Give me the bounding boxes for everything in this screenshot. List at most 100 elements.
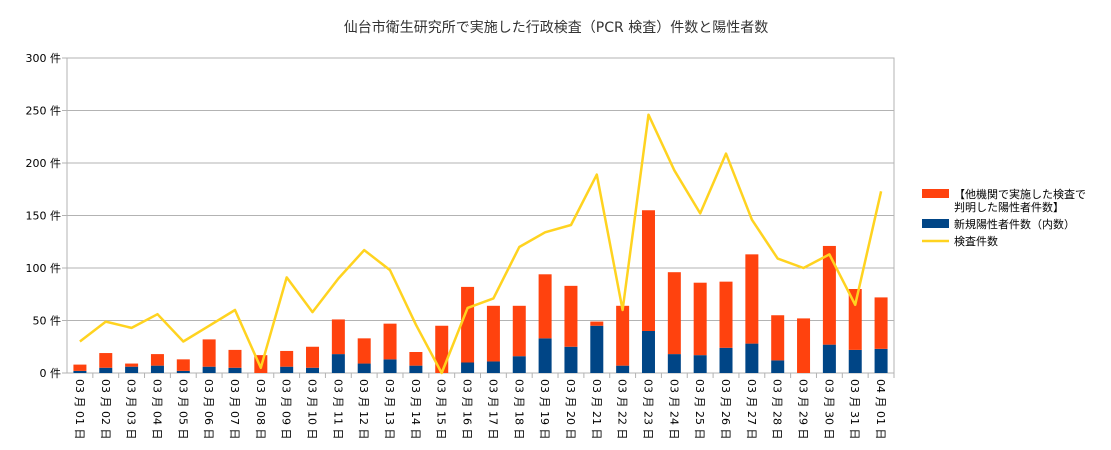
bar-new-positive — [641, 331, 655, 373]
x-tick-label: 03 月 05 日 — [176, 379, 189, 439]
x-tick-label: 03 月 06 日 — [202, 379, 215, 439]
bar-other-institution — [693, 282, 707, 356]
y-tick-label: 0 件 — [40, 367, 62, 380]
bar-other-institution — [409, 352, 423, 366]
y-tick-label: 300 件 — [26, 52, 62, 65]
bar-other-institution — [822, 245, 836, 345]
bar-new-positive — [564, 346, 578, 373]
x-tick-label: 03 月 17 日 — [486, 379, 499, 439]
x-tick-label: 03 月 26 日 — [719, 379, 732, 439]
x-tick-label: 03 月 19 日 — [538, 379, 551, 439]
x-tick-label: 03 月 21 日 — [590, 379, 603, 439]
y-tick-label: 50 件 — [33, 315, 62, 328]
bar-new-positive — [306, 367, 320, 373]
legend-swatch — [922, 219, 949, 228]
bar-other-institution — [150, 354, 164, 366]
y-tick-label: 100 件 — [26, 262, 62, 275]
bar-new-positive — [409, 365, 423, 373]
x-tick-label: 03 月 14 日 — [409, 379, 422, 439]
bar-new-positive — [176, 370, 190, 373]
x-tick-label: 03 月 27 日 — [745, 379, 758, 439]
bar-new-positive — [150, 365, 164, 373]
bar-other-institution — [486, 305, 500, 362]
x-tick-label: 03 月 12 日 — [357, 379, 370, 439]
bar-new-positive — [848, 349, 862, 373]
bar-other-institution — [357, 338, 371, 364]
bar-other-institution — [641, 210, 655, 331]
x-tick-label: 03 月 11 日 — [331, 379, 344, 439]
bar-new-positive — [357, 363, 371, 373]
bar-new-positive — [331, 354, 345, 373]
bar-new-positive — [616, 365, 630, 373]
line-test-count — [79, 113, 883, 375]
bar-other-institution — [719, 281, 733, 348]
bar-new-positive — [99, 367, 113, 373]
bar-other-institution — [280, 350, 294, 367]
bar-other-institution — [848, 289, 862, 350]
bar-other-institution — [667, 272, 681, 355]
x-tick-label: 03 月 29 日 — [797, 379, 810, 439]
bar-new-positive — [512, 356, 526, 373]
legend-label: 【他機関で実施した検査で — [954, 187, 1086, 201]
x-tick-label: 03 月 24 日 — [667, 379, 680, 439]
x-tick-label: 03 月 09 日 — [280, 379, 293, 439]
bar-new-positive — [771, 360, 785, 373]
legend-label: 新規陽性者件数（内数） — [954, 217, 1075, 231]
x-tick-label: 03 月 28 日 — [771, 379, 784, 439]
bar-new-positive — [486, 361, 500, 373]
bar-other-institution — [125, 363, 139, 367]
bar-other-institution — [874, 297, 888, 349]
x-tick-label: 03 月 18 日 — [512, 379, 525, 439]
gridlines — [66, 57, 895, 374]
bar-other-institution — [564, 285, 578, 347]
x-tick-label: 04 月 01 日 — [874, 379, 887, 439]
x-tick-label: 03 月 01 日 — [73, 379, 86, 439]
x-tick-label: 03 月 03 日 — [125, 379, 138, 439]
y-tick-label: 150 件 — [26, 210, 62, 223]
bar-other-institution — [538, 274, 552, 339]
x-tick-label: 03 月 08 日 — [254, 379, 267, 439]
x-tick-label: 03 月 13 日 — [383, 379, 396, 439]
bar-other-institution — [771, 315, 785, 361]
bar-other-institution — [331, 319, 345, 355]
x-axis: 03 月 01 日 03 月 02 日 03 月 03 日 03 月 04 日 03 月… — [73, 373, 895, 439]
bar-other-institution — [616, 305, 630, 366]
bar-new-positive — [822, 344, 836, 373]
x-tick-label: 03 月 07 日 — [228, 379, 241, 439]
x-tick-label: 03 月 16 日 — [461, 379, 474, 439]
bar-other-institution — [228, 349, 242, 368]
x-tick-label: 03 月 23 日 — [641, 379, 654, 439]
legend-swatch — [922, 189, 949, 198]
bar-other-institution — [176, 359, 190, 371]
bar-other-institution — [461, 286, 475, 363]
bar-new-positive — [383, 359, 397, 373]
bar-other-institution — [590, 321, 604, 326]
legend-label: 検査件数 — [954, 234, 998, 248]
test-count-line — [79, 113, 883, 375]
y-tick-label: 200 件 — [26, 157, 62, 170]
bar-other-institution — [73, 364, 87, 371]
bar-new-positive — [202, 366, 216, 373]
bar-new-positive — [73, 370, 87, 373]
bar-other-institution — [435, 325, 449, 373]
x-tick-label: 03 月 02 日 — [99, 379, 112, 439]
x-tick-label: 03 月 10 日 — [306, 379, 319, 439]
bar-new-positive — [461, 362, 475, 373]
x-tick-label: 03 月 20 日 — [564, 379, 577, 439]
bar-new-positive — [125, 366, 139, 373]
x-tick-label: 03 月 04 日 — [150, 379, 163, 439]
x-tick-label: 03 月 31 日 — [848, 379, 861, 439]
bar-new-positive — [280, 366, 294, 373]
bar-new-positive — [745, 343, 759, 373]
legend-label: 判明した陽性者件数】 — [954, 200, 1064, 214]
x-tick-label: 03 月 25 日 — [693, 379, 706, 439]
bar-other-institution — [512, 305, 526, 357]
bar-other-institution — [99, 353, 113, 368]
bars — [73, 210, 888, 373]
x-tick-label: 03 月 22 日 — [616, 379, 629, 439]
bar-new-positive — [228, 367, 242, 373]
bar-new-positive — [590, 325, 604, 373]
bar-other-institution — [383, 323, 397, 360]
